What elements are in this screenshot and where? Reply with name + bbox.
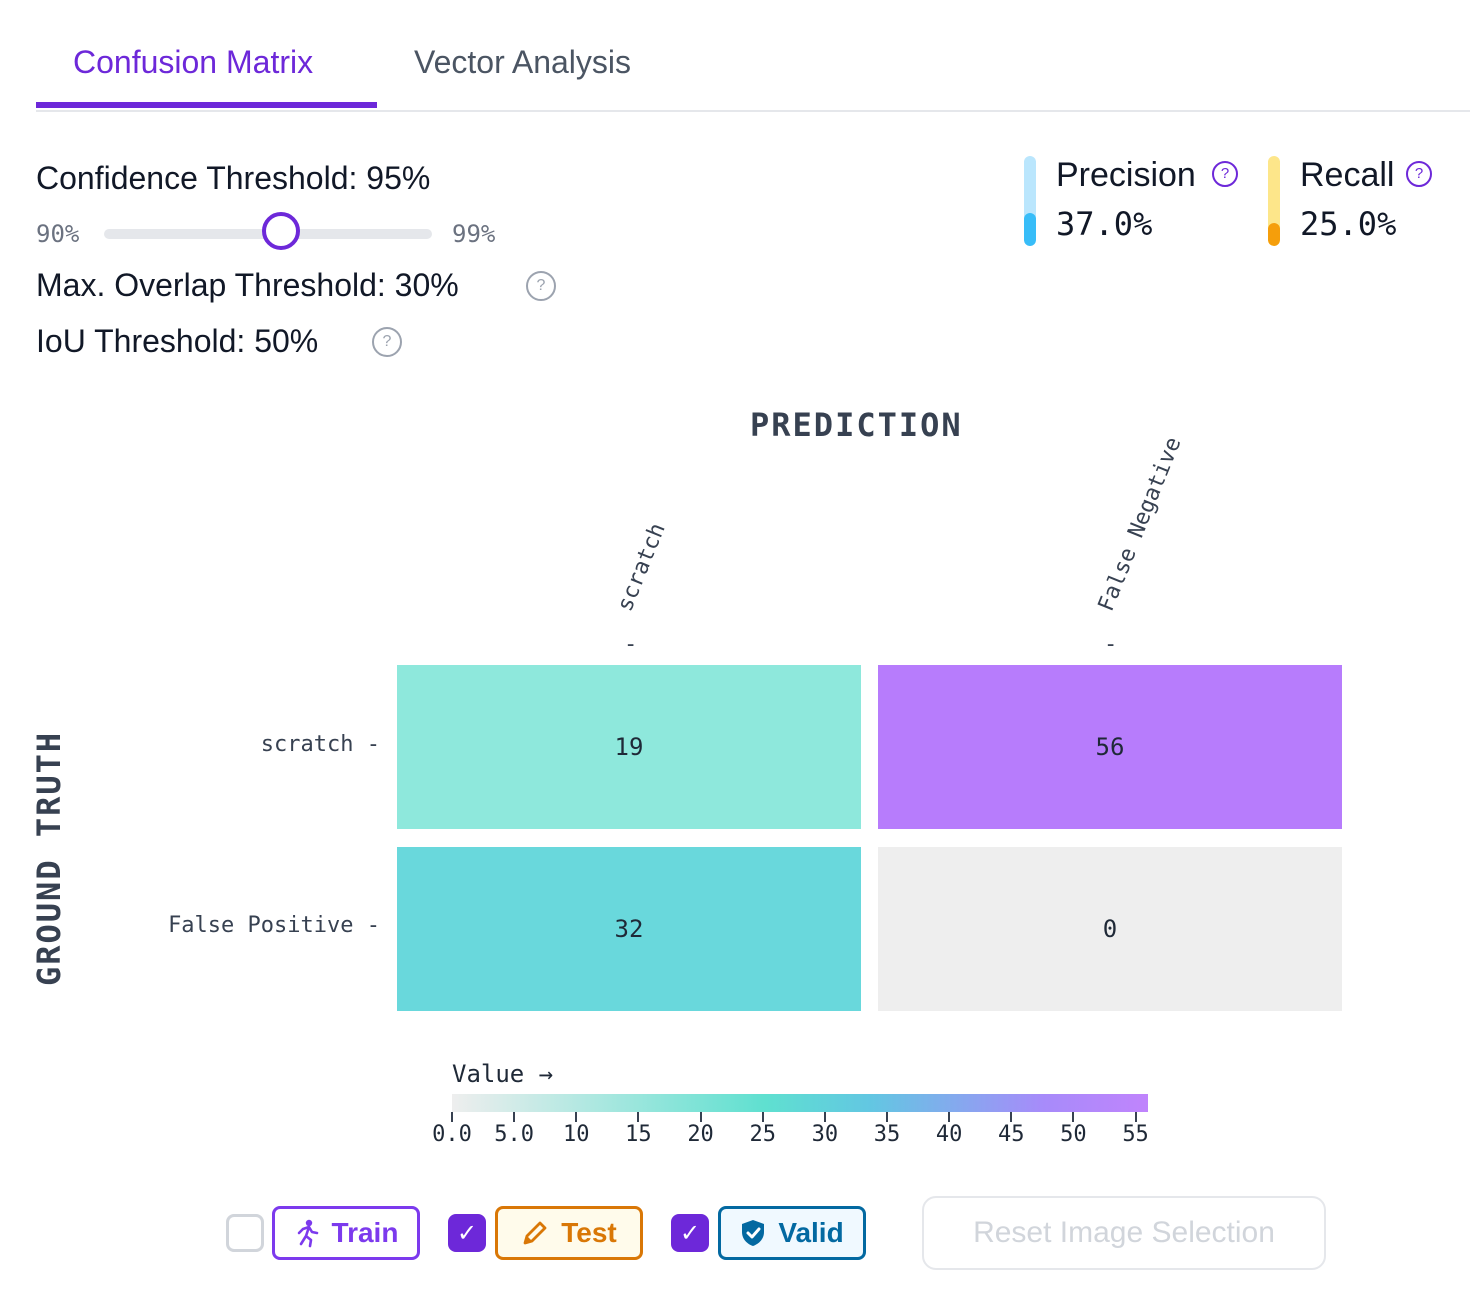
legend-tick-label: 50 <box>1060 1122 1087 1147</box>
legend-tick-mark <box>761 1112 764 1122</box>
train-chip[interactable]: Train <box>272 1206 420 1260</box>
test-checkbox[interactable]: ✓ <box>448 1214 486 1252</box>
column-label-false-negative: False Negative <box>1093 433 1187 615</box>
legend-tick-mark <box>1072 1112 1075 1122</box>
recall-value: 25.0% <box>1300 205 1397 243</box>
confidence-threshold-label: Confidence Threshold: 95% <box>36 160 431 196</box>
legend-tick-label: 35 <box>873 1122 901 1147</box>
recall-bar <box>1268 156 1280 246</box>
reset-image-selection-button[interactable]: Reset Image Selection <box>922 1196 1326 1270</box>
matrix-cell-false-positive-scratch[interactable]: 32 <box>397 847 861 1011</box>
tab-vector-analysis[interactable]: Vector Analysis <box>414 44 631 80</box>
legend-tick-mark <box>451 1112 453 1122</box>
valid-chip-label: Valid <box>778 1217 844 1248</box>
legend-tick-mark <box>948 1112 951 1122</box>
legend-tick-mark <box>575 1112 578 1122</box>
running-person-icon <box>297 1219 318 1248</box>
valid-chip[interactable]: Valid <box>718 1206 866 1260</box>
legend-tick-label: 30 <box>811 1122 839 1147</box>
legend-tick-mark <box>886 1112 888 1122</box>
legend-tick-label: 25 <box>749 1122 776 1147</box>
legend-tick-label: 5.0 <box>494 1122 535 1147</box>
prediction-axis-title: PREDICTION <box>750 406 963 444</box>
legend-tick-label: 40 <box>935 1122 963 1147</box>
confidence-slider-thumb[interactable] <box>262 212 300 250</box>
train-chip-label: Train <box>331 1217 399 1248</box>
legend-color-scale <box>452 1094 1148 1112</box>
legend-title: Value → <box>452 1060 554 1088</box>
matrix-cell-false-positive-false-negative[interactable]: 0 <box>878 847 1342 1011</box>
legend-tick-mark <box>699 1112 702 1122</box>
slider-min-label: 90% <box>36 220 80 248</box>
precision-bar-fill <box>1024 213 1036 246</box>
valid-checkbox[interactable]: ✓ <box>671 1214 709 1252</box>
shield-check-icon <box>742 1220 765 1246</box>
column-label-scratch: scratch <box>612 519 671 615</box>
test-chip[interactable]: Test <box>495 1206 643 1260</box>
recall-help-icon[interactable]: ? <box>1406 161 1432 187</box>
precision-help-icon[interactable]: ? <box>1212 161 1238 187</box>
precision-value: 37.0% <box>1056 205 1153 243</box>
slider-max-label: 99% <box>452 220 496 248</box>
row-label-false-positive-text: False Positive <box>168 913 354 938</box>
active-tab-indicator <box>36 102 377 108</box>
recall-title: Recall <box>1300 156 1395 194</box>
tab-confusion-matrix[interactable]: Confusion Matrix <box>73 44 314 80</box>
precision-title: Precision <box>1056 156 1196 194</box>
legend-tick-label: 45 <box>998 1122 1025 1147</box>
row-label-false-positive: False Positive - <box>168 913 380 938</box>
pencil-icon <box>523 1221 547 1245</box>
legend-tick-label: 15 <box>625 1122 652 1147</box>
overlap-help-icon[interactable]: ? <box>526 271 556 301</box>
test-chip-label: Test <box>561 1217 617 1248</box>
matrix-cell-scratch-false-negative[interactable]: 56 <box>878 665 1342 829</box>
matrix-cell-scratch-scratch[interactable]: 19 <box>397 665 861 829</box>
legend-tick-mark <box>513 1112 516 1122</box>
iou-threshold-label: IoU Threshold: 50% <box>36 323 319 359</box>
legend-tick-mark <box>1010 1112 1013 1122</box>
legend-tick-mark <box>637 1112 640 1122</box>
legend-tick-label: 10 <box>563 1122 590 1147</box>
legend-tick-label: 20 <box>687 1122 714 1147</box>
row-label-scratch: scratch - <box>260 732 380 757</box>
tab-bar: Confusion Matrix Vector Analysis <box>36 0 1470 112</box>
legend-tick-mark <box>1134 1112 1137 1122</box>
recall-bar-fill <box>1268 223 1280 246</box>
column-tick-false-negative: - <box>1104 632 1118 657</box>
column-tick-scratch: - <box>624 632 638 657</box>
row-label-scratch-text: scratch <box>260 732 354 757</box>
legend-tick-label: 55 <box>1122 1122 1149 1147</box>
ground-truth-axis-title: GROUND TRUTH <box>30 730 68 986</box>
precision-bar <box>1024 156 1036 246</box>
legend-tick-label: 0.0 <box>432 1122 472 1147</box>
train-checkbox[interactable] <box>226 1214 264 1252</box>
overlap-threshold-label: Max. Overlap Threshold: 30% <box>36 267 459 303</box>
iou-help-icon[interactable]: ? <box>372 327 402 357</box>
legend-tick-mark <box>823 1112 826 1122</box>
